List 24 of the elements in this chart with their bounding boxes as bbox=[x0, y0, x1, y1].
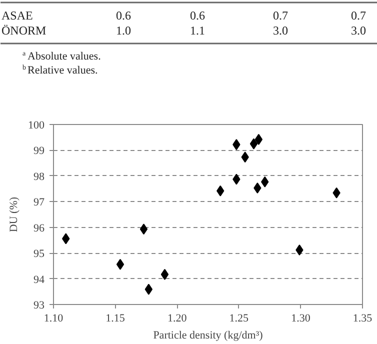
x-tick-label: 1.25 bbox=[229, 312, 250, 324]
y-axis-title: DU (%) bbox=[8, 196, 20, 232]
x-tick-label: 1.20 bbox=[167, 312, 188, 324]
x-tick-label: 1.15 bbox=[106, 312, 126, 324]
y-tick-label: 96 bbox=[34, 222, 45, 234]
point bbox=[140, 224, 148, 235]
y-tick-label: 98 bbox=[34, 170, 45, 183]
y-tick-label: 99 bbox=[34, 145, 45, 158]
point bbox=[250, 138, 258, 150]
y-tick-label: 94 bbox=[34, 274, 45, 286]
point bbox=[254, 134, 263, 145]
text: ÖNORM 1.0 1.1 3.0 3.0 bbox=[2, 24, 366, 38]
point bbox=[160, 268, 169, 280]
y-tick-label: 100 bbox=[28, 120, 45, 132]
text: ASAE 0.6 0.6 0.7 0.7 bbox=[2, 8, 366, 22]
point bbox=[116, 258, 124, 270]
x-axis-title: Particle density (kg/dm³) bbox=[153, 330, 264, 342]
y-tick-label: 93 bbox=[34, 300, 45, 312]
y-tick-label: 97 bbox=[34, 196, 45, 209]
x-tick-label: 1.35 bbox=[352, 312, 373, 324]
point bbox=[144, 284, 153, 295]
x-tick-label: 1.10 bbox=[44, 312, 64, 324]
y-tick-label: 95 bbox=[34, 248, 45, 260]
x-tick-label: 1.30 bbox=[291, 312, 311, 324]
